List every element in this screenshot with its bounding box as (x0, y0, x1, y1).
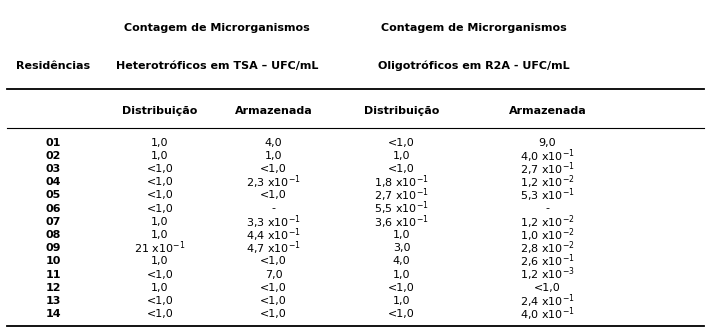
Text: 2,3 x10$^{-1}$: 2,3 x10$^{-1}$ (246, 173, 301, 191)
Text: Contagem de Microrganismos: Contagem de Microrganismos (124, 23, 310, 33)
Text: 5,5 x10$^{-1}$: 5,5 x10$^{-1}$ (374, 200, 429, 217)
Text: <1,0: <1,0 (388, 283, 415, 293)
Text: 2,6 x10$^{-1}$: 2,6 x10$^{-1}$ (520, 252, 575, 270)
Text: 05: 05 (46, 190, 61, 200)
Text: 2,7 x10$^{-1}$: 2,7 x10$^{-1}$ (374, 186, 429, 204)
Text: 4,0 x10$^{-1}$: 4,0 x10$^{-1}$ (520, 147, 575, 165)
Text: Distribuição: Distribuição (364, 106, 439, 116)
Text: 1,0: 1,0 (151, 256, 169, 266)
Text: 4,0: 4,0 (265, 138, 282, 148)
Text: 1,0: 1,0 (151, 138, 169, 148)
Text: <1,0: <1,0 (146, 164, 173, 174)
Text: 1,0: 1,0 (393, 270, 410, 280)
Text: -: - (545, 204, 550, 214)
Text: 7,0: 7,0 (265, 270, 282, 280)
Text: 1,0: 1,0 (393, 230, 410, 240)
Text: <1,0: <1,0 (260, 309, 287, 319)
Text: 21 x10$^{-1}$: 21 x10$^{-1}$ (134, 240, 186, 256)
Text: Armazenada: Armazenada (235, 106, 313, 116)
Text: 1,8 x10$^{-1}$: 1,8 x10$^{-1}$ (374, 173, 429, 191)
Text: <1,0: <1,0 (146, 190, 173, 200)
Text: 5,3 x10$^{-1}$: 5,3 x10$^{-1}$ (520, 186, 575, 204)
Text: 4,4 x10$^{-1}$: 4,4 x10$^{-1}$ (246, 226, 301, 244)
Text: 9,0: 9,0 (539, 138, 556, 148)
Text: <1,0: <1,0 (146, 309, 173, 319)
Text: 2,7 x10$^{-1}$: 2,7 x10$^{-1}$ (520, 160, 575, 178)
Text: <1,0: <1,0 (388, 164, 415, 174)
Text: 04: 04 (46, 177, 61, 187)
Text: <1,0: <1,0 (146, 296, 173, 306)
Text: <1,0: <1,0 (260, 164, 287, 174)
Text: Contagem de Microrganismos: Contagem de Microrganismos (381, 23, 567, 33)
Text: 1,0: 1,0 (265, 151, 282, 161)
Text: 1,2 x10$^{-2}$: 1,2 x10$^{-2}$ (520, 173, 574, 191)
Text: <1,0: <1,0 (260, 190, 287, 200)
Text: 09: 09 (46, 243, 61, 253)
Text: <1,0: <1,0 (534, 283, 561, 293)
Text: Distribuição: Distribuição (122, 106, 198, 116)
Text: 1,0: 1,0 (151, 217, 169, 227)
Text: 12: 12 (46, 283, 61, 293)
Text: 3,3 x10$^{-1}$: 3,3 x10$^{-1}$ (246, 213, 301, 231)
Text: 1,0: 1,0 (393, 151, 410, 161)
Text: Heterotróficos em TSA – UFC/mL: Heterotróficos em TSA – UFC/mL (116, 61, 318, 71)
Text: <1,0: <1,0 (388, 138, 415, 148)
Text: 1,0 x10$^{-2}$: 1,0 x10$^{-2}$ (520, 226, 574, 244)
Text: Armazenada: Armazenada (508, 106, 587, 116)
Text: 2,4 x10$^{-1}$: 2,4 x10$^{-1}$ (520, 292, 575, 310)
Text: -: - (272, 204, 276, 214)
Text: <1,0: <1,0 (146, 270, 173, 280)
Text: <1,0: <1,0 (260, 283, 287, 293)
Text: <1,0: <1,0 (260, 296, 287, 306)
Text: 1,0: 1,0 (393, 296, 410, 306)
Text: 3,6 x10$^{-1}$: 3,6 x10$^{-1}$ (374, 213, 429, 231)
Text: 11: 11 (46, 270, 61, 280)
Text: 07: 07 (46, 217, 61, 227)
Text: <1,0: <1,0 (146, 177, 173, 187)
Text: 03: 03 (46, 164, 61, 174)
Text: 10: 10 (46, 256, 61, 266)
Text: Residências: Residências (16, 61, 90, 71)
Text: <1,0: <1,0 (388, 309, 415, 319)
Text: 13: 13 (46, 296, 61, 306)
Text: 06: 06 (46, 204, 61, 214)
Text: 4,0: 4,0 (393, 256, 410, 266)
Text: <1,0: <1,0 (260, 256, 287, 266)
Text: 1,0: 1,0 (151, 283, 169, 293)
Text: 02: 02 (46, 151, 61, 161)
Text: 4,7 x10$^{-1}$: 4,7 x10$^{-1}$ (246, 239, 301, 257)
Text: 01: 01 (46, 138, 61, 148)
Text: 1,2 x10$^{-2}$: 1,2 x10$^{-2}$ (520, 213, 574, 231)
Text: <1,0: <1,0 (146, 204, 173, 214)
Text: 1,0: 1,0 (151, 151, 169, 161)
Text: 2,8 x10$^{-2}$: 2,8 x10$^{-2}$ (520, 239, 574, 257)
Text: 4,0 x10$^{-1}$: 4,0 x10$^{-1}$ (520, 305, 575, 323)
Text: Oligotróficos em R2A - UFC/mL: Oligotróficos em R2A - UFC/mL (378, 61, 570, 71)
Text: 08: 08 (46, 230, 61, 240)
Text: 3,0: 3,0 (393, 243, 410, 253)
Text: 1,0: 1,0 (151, 230, 169, 240)
Text: 14: 14 (46, 309, 61, 319)
Text: 1,2 x10$^{-3}$: 1,2 x10$^{-3}$ (520, 266, 575, 283)
